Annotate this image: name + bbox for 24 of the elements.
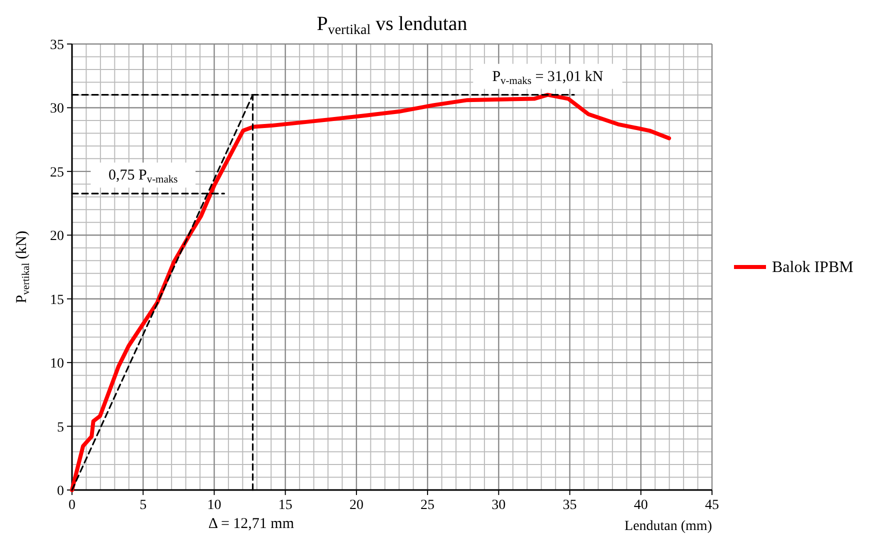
x-tick-label: 5 bbox=[140, 498, 147, 513]
y-tick-label: 5 bbox=[57, 420, 64, 436]
x-tick-label: 30 bbox=[492, 498, 506, 513]
legend-label: Balok IPBM bbox=[772, 259, 854, 276]
x-tick-label: 40 bbox=[634, 498, 648, 513]
x-tick-label: 45 bbox=[705, 498, 719, 513]
x-tick-label: 0 bbox=[68, 498, 76, 513]
y-tick-label: 0 bbox=[57, 484, 64, 499]
x-tick-label: 20 bbox=[349, 498, 364, 513]
x-tick-label: 25 bbox=[420, 498, 435, 513]
y-tick-label: 35 bbox=[50, 38, 64, 53]
text: Δ = 12,71 mm bbox=[208, 516, 294, 532]
annotation: P$_{v-maks}$ = 31,01 kN bbox=[492, 68, 604, 87]
x-tick-label: 35 bbox=[562, 498, 577, 513]
y-tick-label: 25 bbox=[50, 165, 64, 180]
y-tick-label: 30 bbox=[50, 102, 64, 117]
x-tick-label: 15 bbox=[278, 498, 292, 513]
y-tick-label: 10 bbox=[50, 356, 64, 372]
x-axis-title: Lendutan (mm) bbox=[624, 519, 712, 534]
chart-title: P$_{vertikal}$ vs lendutan bbox=[316, 13, 468, 38]
y-tick-label: 15 bbox=[50, 292, 64, 308]
x-tick-label: 10 bbox=[207, 498, 222, 513]
y-tick-label: 20 bbox=[50, 229, 64, 244]
annotation: 0,75 P$_{v-maks}$ bbox=[108, 168, 178, 186]
